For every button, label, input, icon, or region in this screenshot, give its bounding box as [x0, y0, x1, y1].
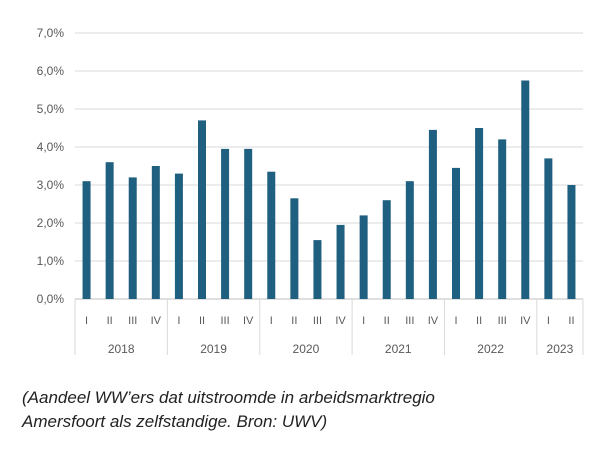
bar [498, 139, 507, 299]
x-tick-label: II [199, 315, 205, 327]
x-tick-label: II [568, 315, 574, 327]
bar [521, 80, 530, 299]
bar [105, 162, 114, 299]
x-tick-label: IV [151, 315, 162, 327]
bar [544, 158, 553, 299]
y-tick-label: 3,0% [37, 178, 65, 192]
x-tick-label: II [291, 315, 297, 327]
bar [452, 167, 460, 299]
y-tick-label: 2,0% [37, 216, 65, 230]
bar [267, 171, 276, 299]
y-tick-label: 0,0% [37, 292, 65, 306]
bar [174, 173, 183, 299]
y-tick-label: 7,0% [37, 26, 65, 40]
x-tick-label: IV [243, 315, 254, 327]
x-group-label: 2022 [477, 342, 504, 356]
bar [290, 198, 299, 299]
x-tick-label: III [498, 315, 507, 327]
bar [244, 148, 253, 299]
x-tick-label: III [221, 315, 230, 327]
x-tick-label: II [384, 315, 390, 327]
x-tick-label: I [454, 315, 457, 327]
bar [475, 128, 484, 299]
x-tick-label: IV [428, 315, 439, 327]
bar [428, 129, 437, 299]
x-group-label: 2021 [385, 342, 412, 356]
x-group-label: 2019 [200, 342, 227, 356]
x-tick-label: IV [520, 315, 531, 327]
x-tick-label: III [128, 315, 137, 327]
x-tick-label: I [270, 315, 273, 327]
x-tick-label: III [313, 315, 322, 327]
chart-caption: (Aandeel WW’ers dat uitstroomde in arbei… [22, 386, 582, 434]
caption-line-1: (Aandeel WW’ers dat uitstroomde in arbei… [22, 388, 435, 407]
x-tick-label: II [107, 315, 113, 327]
x-group-label: 2018 [108, 342, 135, 356]
x-group-label: 2020 [293, 342, 320, 356]
bar [382, 200, 391, 299]
x-tick-label: II [476, 315, 482, 327]
x-tick-label: III [405, 315, 414, 327]
x-tick-label: I [362, 315, 365, 327]
bar [221, 148, 230, 299]
y-tick-label: 4,0% [37, 140, 65, 154]
y-tick-label: 5,0% [37, 102, 65, 116]
bar-chart: 0,0%1,0%2,0%3,0%4,0%5,0%6,0%7,0%I II III IV… [37, 26, 584, 356]
bar [151, 166, 160, 299]
bar [359, 215, 368, 299]
bar [198, 120, 206, 300]
caption-line-2: Amersfoort als zelfstandige. Bron: UWV) [22, 412, 328, 431]
bar [128, 177, 137, 299]
y-tick-label: 6,0% [37, 64, 65, 78]
x-tick-label: I [85, 315, 88, 327]
bar [313, 240, 322, 299]
x-tick-label: I [177, 315, 180, 327]
bar [405, 181, 414, 299]
y-tick-label: 1,0% [37, 254, 65, 268]
x-tick-label: IV [335, 315, 346, 327]
bar [567, 185, 576, 299]
x-tick-label: I [547, 315, 550, 327]
bar [82, 181, 91, 299]
bar [336, 224, 345, 299]
x-group-label: 2023 [547, 342, 574, 356]
